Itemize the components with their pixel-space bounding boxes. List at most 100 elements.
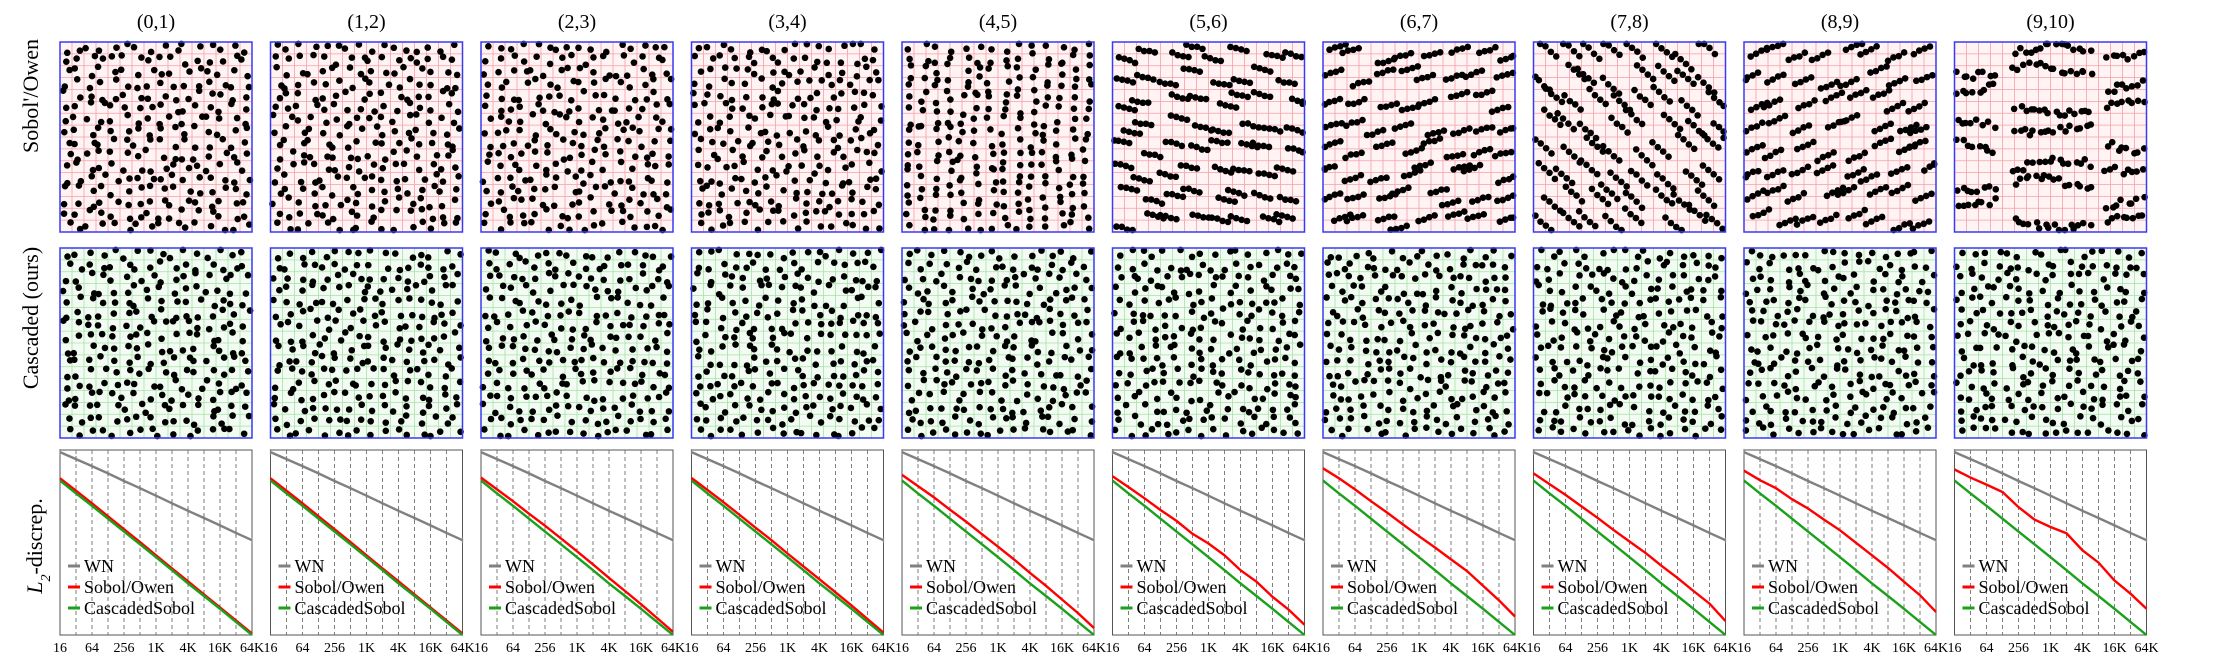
sample-point <box>1767 152 1774 160</box>
sample-point <box>1660 322 1668 329</box>
sample-point <box>241 139 249 146</box>
sample-point <box>486 260 493 267</box>
sample-point <box>1870 278 1878 285</box>
sample-point <box>1244 369 1252 376</box>
sample-point <box>494 129 502 137</box>
sample-point <box>325 166 333 173</box>
sample-point <box>295 199 303 206</box>
sample-point <box>1120 104 1128 111</box>
sample-point <box>1602 100 1609 108</box>
sample-point <box>233 159 241 166</box>
x-tick-label: 64K <box>871 641 895 656</box>
sample-point <box>206 59 214 66</box>
sample-point <box>1224 405 1232 413</box>
sample-point <box>1453 310 1460 317</box>
sample-point <box>158 297 165 305</box>
sample-point <box>1197 355 1205 363</box>
sample-point <box>552 402 560 409</box>
sample-point <box>731 361 738 369</box>
sample-point <box>1028 42 1035 49</box>
sample-point <box>1012 282 1020 289</box>
sample-point <box>1081 189 1088 197</box>
sample-point <box>1423 407 1431 415</box>
sample-point <box>1027 144 1035 151</box>
sample-point <box>920 369 927 377</box>
sample-point <box>529 110 537 118</box>
sample-point <box>1791 408 1799 416</box>
sample-point <box>1926 43 1934 50</box>
sample-point <box>370 365 377 372</box>
sample-point <box>413 48 421 56</box>
sample-point <box>822 179 830 187</box>
sample-point <box>1605 335 1613 343</box>
sample-point <box>1921 99 1929 107</box>
sample-point <box>862 225 870 233</box>
sample-point <box>1073 389 1081 396</box>
sample-point <box>313 317 321 324</box>
sample-point <box>1644 257 1652 265</box>
sample-point <box>146 198 154 205</box>
sample-point <box>1647 343 1655 351</box>
sample-point <box>403 358 411 366</box>
sample-point <box>1419 290 1427 298</box>
sample-point <box>1899 99 1907 107</box>
sample-point <box>1322 409 1330 416</box>
sample-point <box>1424 131 1432 139</box>
sample-point <box>395 426 403 433</box>
sample-point <box>999 178 1007 185</box>
sample-point <box>102 171 109 178</box>
sample-point <box>830 372 838 380</box>
sample-point <box>1603 186 1610 193</box>
sample-point <box>1762 333 1769 341</box>
sample-point <box>1337 383 1345 390</box>
sample-point <box>169 161 177 168</box>
sample-point <box>714 155 722 163</box>
ylabel-main: L <box>22 582 47 595</box>
sample-point <box>295 379 303 386</box>
sample-point <box>145 56 152 64</box>
legend-label: WN <box>1137 556 1167 576</box>
sample-point <box>1172 429 1180 436</box>
sample-point <box>1700 192 1707 200</box>
sample-point <box>1217 57 1225 65</box>
sample-point <box>219 135 227 143</box>
sample-point <box>1292 197 1300 205</box>
sample-point <box>1482 286 1490 293</box>
sample-point <box>204 67 211 75</box>
sample-point <box>698 211 705 218</box>
sample-point <box>1426 52 1433 59</box>
sample-point <box>1354 213 1361 221</box>
sample-point <box>445 69 452 76</box>
sample-point <box>1576 405 1583 413</box>
sample-point <box>1647 296 1654 303</box>
sample-point <box>995 255 1003 262</box>
sample-point <box>162 93 170 100</box>
sample-point <box>316 177 323 184</box>
x-tick-labels: 16 64 256 1K 4K 16K 64K <box>53 641 264 656</box>
sample-point <box>1830 149 1837 156</box>
sample-point <box>1594 143 1601 151</box>
sample-point <box>481 57 489 65</box>
sample-point <box>568 418 576 426</box>
sample-point <box>649 150 656 158</box>
sample-point <box>643 287 651 294</box>
sample-point <box>1346 260 1353 267</box>
sample-point <box>1756 252 1764 259</box>
sample-point <box>191 144 199 151</box>
sample-point <box>632 284 640 292</box>
sample-point <box>71 211 78 218</box>
sample-point <box>1020 270 1028 278</box>
sample-point <box>1185 53 1192 61</box>
sample-point <box>304 70 311 78</box>
sample-point <box>800 381 807 389</box>
sample-point <box>1402 121 1409 129</box>
sample-point <box>987 405 995 413</box>
sample-point <box>1067 356 1075 363</box>
sample-point <box>695 264 703 272</box>
sample-point <box>1455 210 1463 218</box>
panel-frame <box>480 247 674 439</box>
sample-point <box>1774 73 1782 80</box>
sample-point <box>516 103 524 111</box>
sample-point <box>519 212 527 219</box>
sample-point <box>1683 307 1691 314</box>
